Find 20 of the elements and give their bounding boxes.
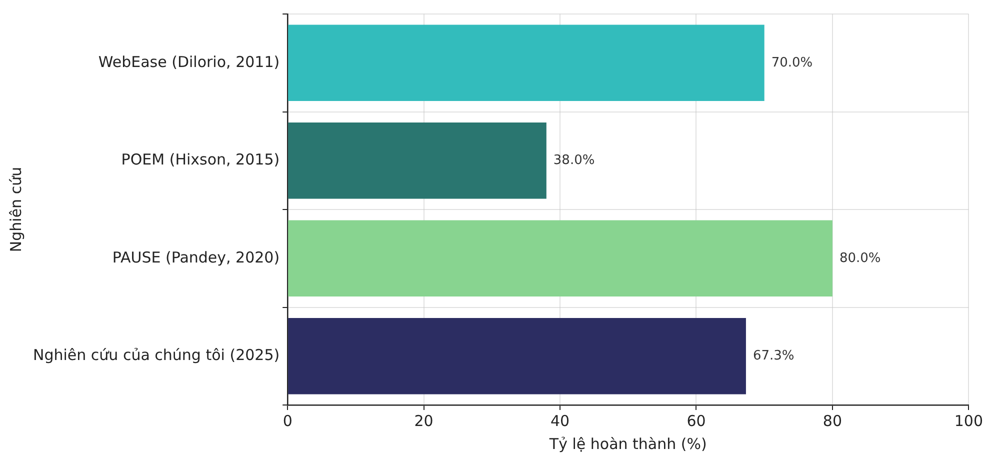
y-tick-label: PAUSE (Pandey, 2020) [112,248,280,266]
x-tick-label: 80 [822,412,842,430]
x-tick-label: 60 [686,412,706,430]
y-tick-label: POEM (Hixson, 2015) [121,150,280,169]
y-tick-label: WebEase (Dilorio, 2011) [98,52,280,71]
x-tick-label: 40 [550,412,570,430]
bar [288,24,764,101]
bar [288,318,746,394]
y-axis-title: Nghiên cứu [6,166,25,252]
y-tick-label: Nghiên cứu của chúng tôi (2025) [33,346,280,364]
x-axis-title: Tỷ lệ hoàn thành (%) [548,434,707,453]
data-label: 67.3% [752,348,794,364]
bar [288,220,832,296]
data-label: 38.0% [553,153,595,168]
x-tick-label: 100 [954,412,984,430]
x-tick-label: 0 [282,412,292,430]
data-label: 80.0% [839,250,881,266]
data-label: 70.0% [771,55,813,70]
x-tick-label: 20 [414,412,434,430]
bar [288,122,546,199]
